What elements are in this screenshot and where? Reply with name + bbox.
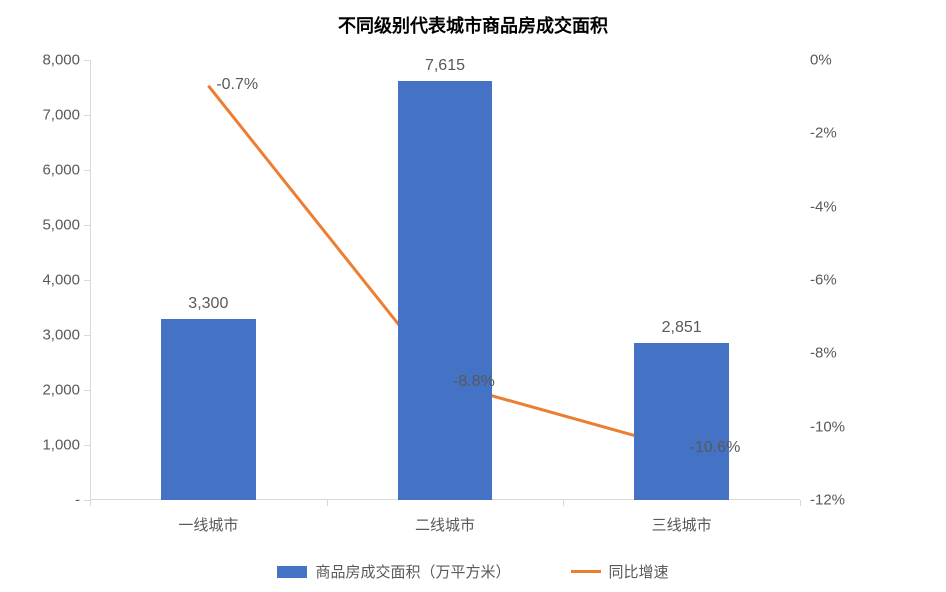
y-right-tick-label: -2% [800, 125, 837, 142]
chart-title: 不同级别代表城市商品房成交面积 [0, 0, 946, 38]
y-left-tick-mark [84, 390, 90, 391]
y-left-tick-label: 6,000 [42, 162, 90, 179]
y-left-tick-label: 5,000 [42, 217, 90, 234]
line-value-label: -0.7% [208, 76, 258, 94]
legend-swatch-line [571, 570, 601, 573]
bar: 7,615 [398, 81, 493, 500]
bar-value-label: 3,300 [188, 295, 228, 319]
x-tick-mark [327, 500, 328, 506]
y-left-tick-label: 4,000 [42, 272, 90, 289]
y-right-tick-label: -4% [800, 198, 837, 215]
y-left-tick-mark [84, 60, 90, 61]
x-tick-mark [90, 500, 91, 506]
y-right-tick-label: -10% [800, 418, 845, 435]
y-right-tick-label: 0% [800, 52, 832, 69]
y-left-tick-label: 7,000 [42, 107, 90, 124]
x-tick-mark [800, 500, 801, 506]
legend: 商品房成交面积（万平方米） 同比增速 [0, 561, 946, 582]
y-left-tick-mark [84, 115, 90, 116]
y-left-tick-label: 3,000 [42, 327, 90, 344]
legend-item: 同比增速 [571, 561, 669, 582]
y-right-tick-label: -6% [800, 272, 837, 289]
y-left-tick-mark [84, 225, 90, 226]
bar-value-label: 7,615 [425, 57, 465, 81]
legend-item: 商品房成交面积（万平方米） [277, 561, 510, 582]
line-value-label: -10.6% [682, 439, 741, 457]
y-left-tick-mark [84, 280, 90, 281]
x-tick-label: 一线城市 [178, 500, 238, 535]
legend-swatch-bar [277, 566, 307, 578]
y-left-tick-mark [84, 335, 90, 336]
bar-value-label: 2,851 [662, 319, 702, 343]
y-right-tick-label: -12% [800, 492, 845, 509]
legend-label: 商品房成交面积（万平方米） [315, 561, 510, 582]
bar: 2,851 [634, 343, 729, 500]
x-tick-label: 二线城市 [415, 500, 475, 535]
x-tick-label: 三线城市 [652, 500, 712, 535]
x-tick-mark [563, 500, 564, 506]
y-left-tick-mark [84, 445, 90, 446]
y-left-tick-label: 2,000 [42, 382, 90, 399]
y-left-tick-label: 1,000 [42, 437, 90, 454]
y-right-tick-label: -8% [800, 345, 837, 362]
legend-label: 同比增速 [609, 561, 669, 582]
chart-container: 不同级别代表城市商品房成交面积 -1,0002,0003,0004,0005,0… [0, 0, 946, 592]
line-value-label: -8.8% [445, 373, 495, 391]
plot-area: -1,0002,0003,0004,0005,0006,0007,0008,00… [90, 60, 800, 500]
y-left-tick-mark [84, 170, 90, 171]
y-left-tick-label: 8,000 [42, 52, 90, 69]
bar: 3,300 [161, 319, 256, 501]
